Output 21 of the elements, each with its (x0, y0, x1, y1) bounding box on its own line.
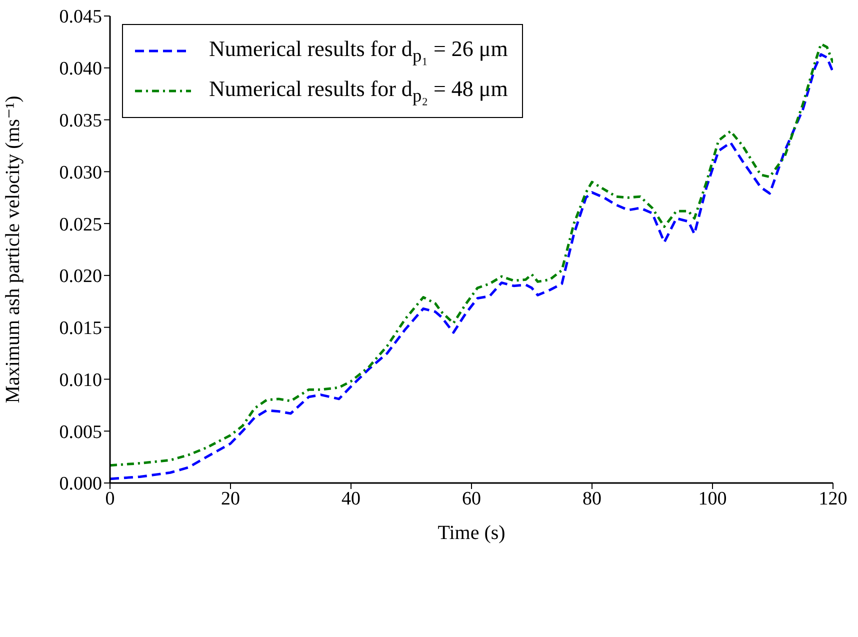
x-tick-label: 40 (342, 488, 360, 510)
x-tick-label: 120 (818, 488, 848, 510)
x-tick-label: 0 (105, 488, 115, 510)
legend-label: Numerical results for d$_{p₂}$ = 48 μm (209, 76, 508, 106)
y-tick-label: 0.030 (59, 162, 102, 184)
y-tick-label: 0.025 (59, 214, 102, 236)
x-tick-label: 20 (221, 488, 240, 510)
x-tick-label: 100 (698, 488, 727, 510)
x-tick-label: 80 (582, 488, 602, 510)
y-tick-label: 0.040 (59, 58, 102, 80)
y-tick-label: 0.010 (59, 370, 102, 391)
y-tick-label: 0.015 (59, 318, 102, 340)
x-tick-label: 60 (462, 488, 481, 510)
x-axis-title: Time (s) (438, 522, 506, 544)
y-tick-label: 0.005 (59, 422, 102, 443)
y-tick-label: 0.045 (59, 6, 102, 28)
y-tick-label: 0.020 (59, 266, 102, 288)
y-tick-label: 0.035 (59, 110, 102, 132)
y-axis-title: Maximum ash particle velocity (ms⁻¹) (2, 96, 24, 404)
legend-label: Numerical results for d$_{p₁}$ = 26 μm (209, 36, 508, 66)
y-tick-label: 0.000 (59, 474, 102, 495)
